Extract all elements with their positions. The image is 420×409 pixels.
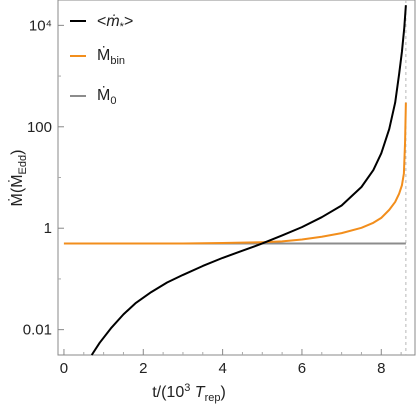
x-axis-title: t/(103 Trep) — [152, 382, 226, 404]
legend: <ṁ*> Ṁbin Ṁ0 — [70, 13, 133, 107]
series-group — [63, 5, 407, 356]
y-axis-ticks: 0.01 1 100 10⁴ — [23, 17, 64, 339]
plot-frame — [57, 0, 416, 356]
x-tick-label: 0 — [60, 360, 68, 377]
x-tick-label: 2 — [139, 360, 147, 377]
legend-label-m-bin: Ṁbin — [97, 45, 125, 67]
series-line-m-bin — [63, 102, 407, 245]
series-line-m-star — [90, 5, 407, 356]
x-tick-label: 4 — [218, 360, 226, 377]
y-tick-label: 0.01 — [23, 322, 52, 339]
y-tick-label: 1 — [44, 220, 52, 237]
y-axis-title: Ṁ(ṀEdd) — [7, 150, 29, 207]
x-tick-label: 6 — [298, 360, 306, 377]
y-tick-label: 100 — [27, 119, 52, 136]
legend-label-m-0: Ṁ0 — [97, 85, 116, 107]
y-tick-label: 10⁴ — [29, 17, 52, 34]
x-axis-ticks: 0 2 4 6 8 — [60, 349, 402, 377]
x-tick-label: 8 — [377, 360, 385, 377]
legend-label-m-star: <ṁ*> — [97, 13, 133, 33]
